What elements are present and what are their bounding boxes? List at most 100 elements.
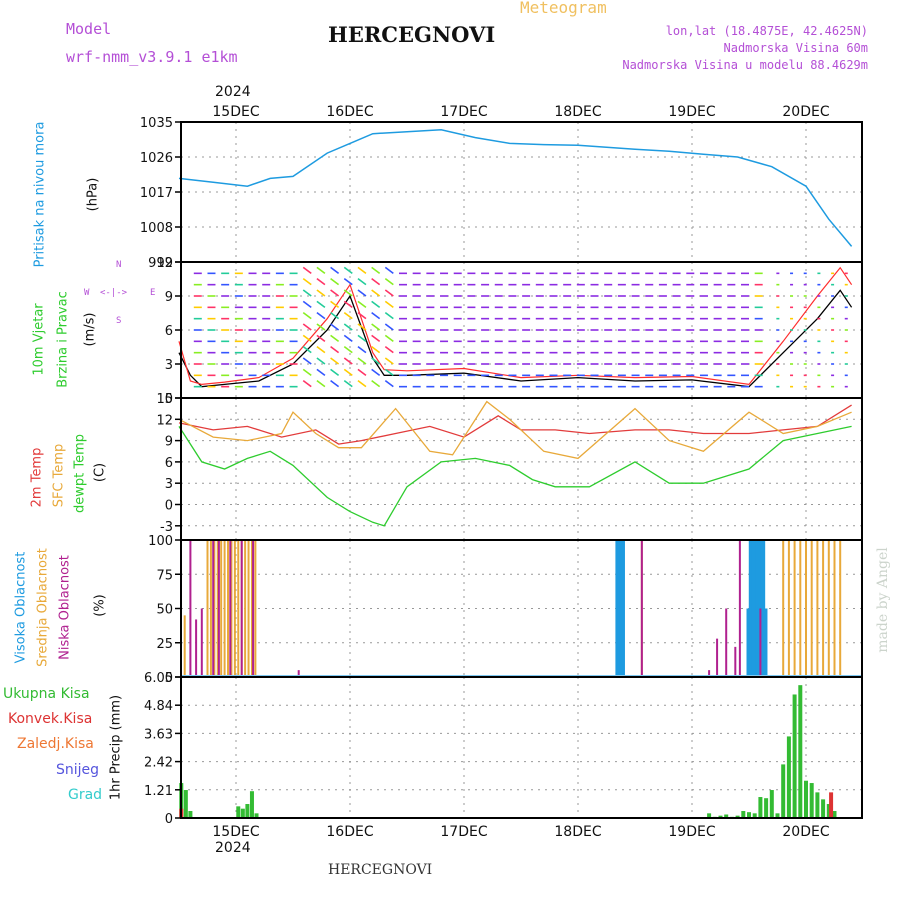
precip-bar: [769, 790, 774, 818]
cloud-bar: [782, 540, 785, 677]
wind-barb: [316, 323, 326, 331]
precip-bar: [775, 813, 780, 818]
cloud-bar: [213, 540, 216, 677]
cloud-bar: [810, 540, 813, 677]
wind-barb: [302, 368, 312, 376]
wind-barb: [371, 300, 381, 308]
wind-barb: [302, 312, 312, 320]
wind-barb: [371, 323, 381, 331]
precip-bar: [707, 813, 712, 818]
wind-barb: [357, 289, 367, 297]
precip-bar: [764, 798, 769, 818]
compass-w: W: [84, 288, 90, 298]
wind-barb: [371, 346, 381, 354]
precip-bar: [758, 797, 763, 818]
y-tick-label: 0: [165, 499, 173, 514]
wind-barb: [357, 278, 367, 286]
wind-barb: [357, 334, 367, 342]
y-tick-label: -3: [160, 520, 173, 535]
wind-barb: [343, 312, 353, 320]
cloud-bar: [216, 540, 219, 677]
wind-barb: [316, 334, 326, 342]
day-label-top: 20DEC: [782, 104, 829, 120]
wind-barb: [316, 346, 326, 354]
cloud-bar: [734, 646, 737, 677]
precip-bar: [254, 813, 259, 818]
precip-bar: [786, 736, 791, 818]
wind-barb: [384, 380, 394, 388]
precip-bar: [718, 815, 723, 818]
cloud-bar: [183, 615, 186, 677]
precip-bar: [821, 799, 826, 818]
wind-barb: [330, 368, 340, 376]
wind-barb: [302, 380, 312, 388]
precip-bar: [240, 808, 245, 818]
precip-bar: [741, 811, 746, 818]
temp-line-0: [178, 404, 852, 445]
precip-label-conv: Konvek.Kisa: [8, 711, 93, 727]
cloud-bar: [247, 540, 250, 677]
wind-barb: [343, 278, 353, 286]
series-layer: [178, 129, 862, 818]
y-tick-label: 0: [165, 812, 173, 827]
cloud-bar: [839, 540, 842, 677]
precip-ylabel: 1hr Precip (mm): [108, 694, 124, 801]
cloud-mid-ylabel: Srednja Oblacnost: [35, 548, 51, 667]
wind-barb: [371, 289, 381, 297]
wind-barb: [384, 289, 394, 297]
wind-barb: [343, 300, 353, 308]
day-label-top: 15DEC: [212, 104, 259, 120]
cloud-low-ylabel: Niska Oblacnost: [57, 555, 73, 660]
y-tick-label: 12: [156, 256, 173, 271]
wind-barb: [330, 300, 340, 308]
model-name: wrf-nmm_v3.9.1 e1km: [66, 48, 238, 66]
panel-frame: [180, 121, 863, 263]
wind-barb: [316, 278, 326, 286]
y-tick-label: 15: [156, 392, 173, 407]
day-label-bottom: 16DEC: [326, 824, 373, 840]
wind-barb: [371, 266, 381, 274]
y-tick-label: 0: [165, 392, 173, 407]
axis-layer: 15DEC 15DEC 16DEC 16DEC 17DEC 17DEC 18DEC 18DEC…: [140, 104, 863, 840]
y-tick-label: 1017: [140, 186, 173, 201]
wind-barb: [330, 289, 340, 297]
wind-barb: [371, 334, 381, 342]
wind-barb: [371, 278, 381, 286]
cloud-bar: [254, 540, 257, 677]
wind-barb: [384, 278, 394, 286]
temp-ylabel2: SFC Temp: [51, 443, 67, 508]
wind-barb: [330, 357, 340, 365]
compass-cross: <-|->: [100, 288, 128, 298]
wind-barb: [343, 380, 353, 388]
precip-bar: [832, 811, 837, 818]
wind-barb: [384, 300, 394, 308]
cloud-bar: [237, 540, 240, 677]
wind-barb: [302, 300, 312, 308]
precip-bar: [245, 804, 250, 818]
y-tick-label: 3: [165, 358, 173, 373]
y-tick-label: 0: [165, 671, 173, 686]
cloud-bar: [227, 540, 230, 677]
cloud-bar: [833, 540, 836, 677]
y-tick-label: 999: [148, 256, 173, 271]
wind-barb: [330, 312, 340, 320]
cloud-bar: [738, 540, 741, 677]
wind-barb: [343, 266, 353, 274]
footer-station: HERCEGNOVI: [328, 862, 433, 878]
y-tick-label: 6.05: [144, 671, 173, 686]
precip-bar: [183, 790, 188, 818]
pressure-line: [178, 129, 853, 247]
precip-bar: [249, 791, 254, 818]
cloud-bar: [244, 540, 247, 677]
temp-line-2: [178, 425, 852, 527]
wind-barb: [302, 346, 312, 354]
watermark: made by Angel: [875, 547, 891, 653]
cloud-bar: [805, 540, 807, 677]
wind-barb: [330, 323, 340, 331]
wind-barb: [330, 266, 340, 274]
cloud-bar: [716, 638, 719, 677]
precip-bar: [188, 811, 193, 818]
wind-ylabel: 10m Vjetar: [31, 303, 47, 376]
wind-barb: [302, 278, 312, 286]
precip-label-total: Ukupna Kisa: [3, 686, 90, 702]
